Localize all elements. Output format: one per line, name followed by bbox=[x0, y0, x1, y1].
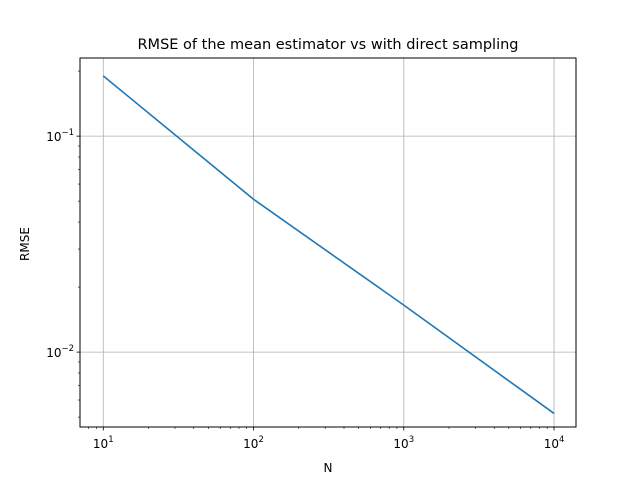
chart-title: RMSE of the mean estimator vs with direc… bbox=[137, 37, 518, 53]
x-tick-label-base: 10 bbox=[393, 437, 408, 451]
grid-layer bbox=[80, 58, 576, 427]
series-line bbox=[102, 75, 555, 415]
y-tick-label-exponent: −2 bbox=[61, 344, 74, 354]
x-tick-label: 101 bbox=[93, 435, 114, 451]
x-tick-label-exponent: 4 bbox=[559, 435, 564, 445]
y-tick-label-base: 10 bbox=[46, 130, 61, 144]
y-tick-label: 10−2 bbox=[46, 344, 74, 360]
x-tick-label-base: 10 bbox=[93, 437, 108, 451]
x-tick-label-exponent: 3 bbox=[409, 435, 414, 445]
plot-area-frame bbox=[79, 57, 577, 428]
series-layer bbox=[102, 75, 555, 415]
y-axis-label: RMSE bbox=[18, 227, 32, 261]
x-tick-label-exponent: 1 bbox=[108, 435, 113, 445]
y-tick-label-exponent: −1 bbox=[61, 128, 74, 138]
x-tick-label: 103 bbox=[393, 435, 414, 451]
y-tick-label: 10−1 bbox=[46, 128, 74, 144]
x-tick-label-base: 10 bbox=[243, 437, 258, 451]
x-tick-label-base: 10 bbox=[544, 437, 559, 451]
x-axis-label: N bbox=[324, 461, 333, 475]
x-tick-label-exponent: 2 bbox=[258, 435, 263, 445]
x-tick-label: 102 bbox=[243, 435, 264, 451]
y-tick-label-base: 10 bbox=[46, 346, 61, 360]
x-tick-label: 104 bbox=[544, 435, 565, 451]
